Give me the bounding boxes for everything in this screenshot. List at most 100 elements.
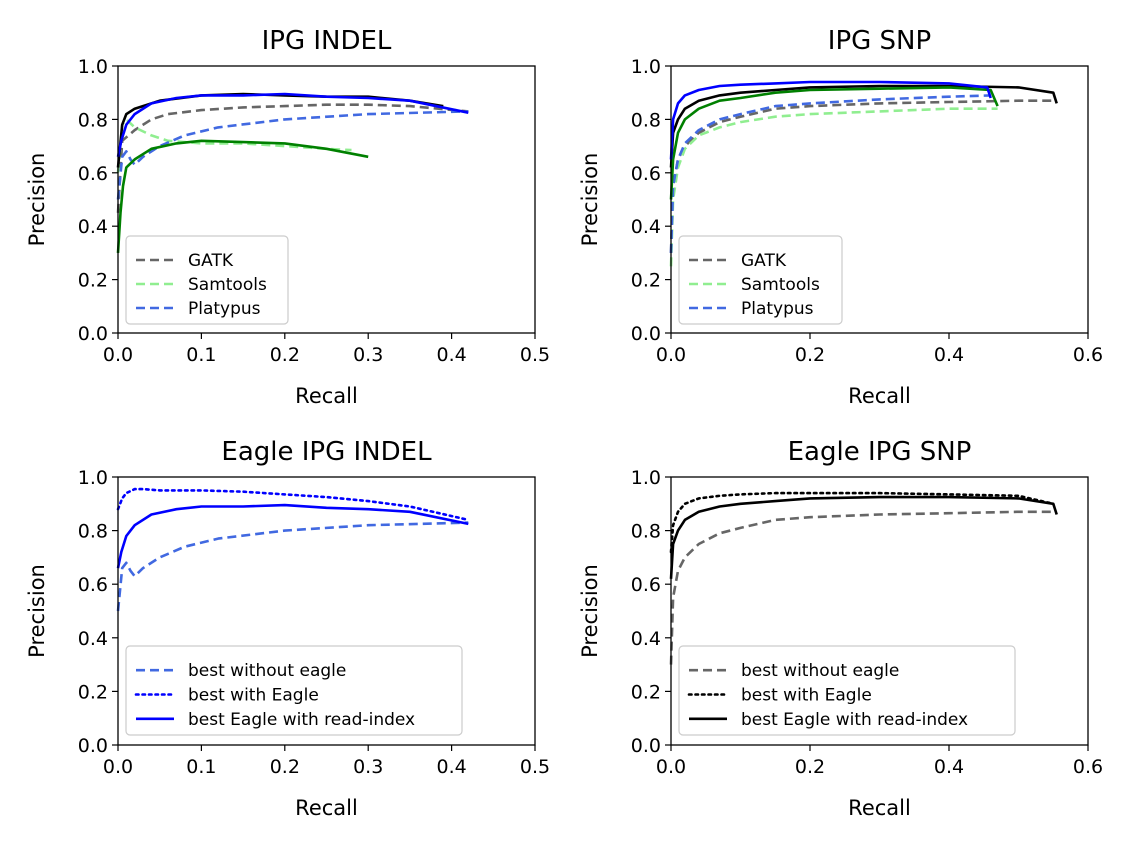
series-line-best-without-eagle <box>116 521 469 612</box>
y-tick-label: 0.4 <box>631 628 661 650</box>
y-tick-label: 0.8 <box>78 521 108 543</box>
legend: GATK Samtools Platypus <box>678 235 843 325</box>
y-axis-label: Precision <box>25 153 49 247</box>
series-line-best-with-eagle <box>669 491 1055 554</box>
chart-title: Eagle IPG INDEL <box>221 437 432 467</box>
x-tick-label: 0.4 <box>934 344 964 366</box>
series-line-best-eagle-with-read-index <box>669 495 1058 579</box>
x-tick-label: 0.1 <box>186 756 216 778</box>
legend-label: GATK <box>188 251 234 271</box>
series-line-samtools <box>669 107 998 267</box>
chart-title: Eagle IPG SNP <box>788 437 972 467</box>
y-tick-label: 1.0 <box>631 56 661 78</box>
plot-frame <box>117 65 536 334</box>
series-line-platypus-eagle <box>116 92 469 158</box>
x-axis-label: Recall <box>848 384 911 408</box>
series-line-gatk <box>116 103 469 213</box>
series-line-platypus <box>669 94 991 253</box>
y-tick-label: 1.0 <box>78 467 108 489</box>
series-line-gatk-eagle <box>669 84 1058 168</box>
x-axis-label: Recall <box>295 796 358 820</box>
plot-frame <box>670 476 1089 746</box>
x-axis-label: Recall <box>295 384 358 408</box>
legend-label: GATK <box>741 251 787 271</box>
x-tick-label: 0.0 <box>103 344 133 366</box>
legend-label: best without eagle <box>741 661 899 681</box>
series-line-samtools-eagle <box>669 86 999 200</box>
chart-ipg-snp: 0.0 0.2 0.4 0.6 0.0 0.2 0.4 0.6 0.8 1.0 IPG SNP Rec… <box>578 26 1103 408</box>
y-tick-label: 0.6 <box>631 574 661 596</box>
plot-frame <box>670 65 1089 334</box>
legend-label: best with Eagle <box>188 686 319 706</box>
x-tick-label: 0.0 <box>656 344 686 366</box>
legend-label: Samtools <box>188 275 267 295</box>
legend-label: best Eagle with read-index <box>188 710 415 730</box>
y-tick-label: 0.6 <box>631 163 661 185</box>
x-tick-label: 0.2 <box>795 756 825 778</box>
x-tick-label: 0.1 <box>186 344 216 366</box>
y-tick-label: 0.0 <box>78 735 108 757</box>
y-axis-label: Precision <box>578 564 602 658</box>
x-axis-label: Recall <box>848 796 911 820</box>
x-tick-label: 0.5 <box>520 756 550 778</box>
legend-label: best with Eagle <box>741 686 872 706</box>
x-tick-label: 0.4 <box>436 344 466 366</box>
x-tick-label: 0.5 <box>520 344 550 366</box>
y-tick-label: 0.0 <box>78 323 108 345</box>
series-line-platypus <box>116 110 469 200</box>
legend: best without eagle best with Eagle best Ea… <box>125 645 463 736</box>
y-tick-label: 1.0 <box>78 56 108 78</box>
x-tick-label: 0.4 <box>934 756 964 778</box>
chart-title: IPG INDEL <box>262 26 392 56</box>
y-tick-label: 0.4 <box>631 216 661 238</box>
chart-eagle-ipg-snp: 0.0 0.2 0.4 0.6 0.0 0.2 0.4 0.6 0.8 1.0 Eagle IPG … <box>578 437 1103 820</box>
y-tick-label: 0.8 <box>78 109 108 131</box>
legend-label: Platypus <box>741 299 814 319</box>
y-tick-label: 0.4 <box>78 216 108 238</box>
legend: GATK Samtools Platypus <box>125 235 289 325</box>
series-line-best-with-eagle <box>116 487 470 522</box>
x-tick-label: 0.6 <box>1073 344 1103 366</box>
y-tick-label: 0.2 <box>78 270 108 292</box>
chart-eagle-ipg-indel: 0.0 0.1 0.2 0.3 0.4 0.5 0.0 0.2 0.4 0.6 0.8 1.0 Eagl… <box>25 437 550 820</box>
y-tick-label: 0.6 <box>78 163 108 185</box>
series-line-best-eagle-with-read-index <box>116 503 469 569</box>
x-tick-label: 0.0 <box>103 756 133 778</box>
x-tick-label: 0.2 <box>270 344 300 366</box>
x-tick-label: 0.6 <box>1073 756 1103 778</box>
y-tick-label: 0.4 <box>78 628 108 650</box>
y-tick-label: 0.2 <box>631 681 661 703</box>
y-tick-label: 0.8 <box>631 521 661 543</box>
legend-box <box>678 645 1016 736</box>
legend-label: Samtools <box>741 275 820 295</box>
y-tick-label: 0.0 <box>631 735 661 757</box>
y-tick-label: 1.0 <box>631 467 661 489</box>
y-tick-label: 0.0 <box>631 323 661 345</box>
y-tick-label: 0.8 <box>631 109 661 131</box>
x-tick-label: 0.3 <box>353 756 383 778</box>
x-tick-label: 0.3 <box>353 344 383 366</box>
x-tick-label: 0.2 <box>795 344 825 366</box>
y-axis-label: Precision <box>25 564 49 658</box>
legend-box <box>125 645 463 736</box>
x-tick-label: 0.2 <box>270 756 300 778</box>
legend-label: best without eagle <box>188 661 346 681</box>
chart-title: IPG SNP <box>828 26 931 56</box>
series-line-platypus-eagle <box>669 80 992 160</box>
legend-label: best Eagle with read-index <box>741 710 968 730</box>
legend-box <box>125 235 289 325</box>
x-tick-label: 0.0 <box>656 756 686 778</box>
series-line-gatk <box>669 99 1057 253</box>
series-line-samtools <box>116 118 352 173</box>
y-axis-label: Precision <box>578 153 602 247</box>
y-tick-label: 0.2 <box>78 681 108 703</box>
y-tick-label: 0.2 <box>631 270 661 292</box>
chart-ipg-indel: 0.0 0.1 0.2 0.3 0.4 0.5 0.0 0.2 0.4 0.6 0.8 1.0 IPG … <box>25 26 550 408</box>
x-tick-label: 0.4 <box>436 756 466 778</box>
y-tick-label: 0.6 <box>78 574 108 596</box>
series-line-best-without-eagle <box>669 510 1057 665</box>
plot-frame <box>117 476 536 746</box>
legend: best without eagle best with Eagle best Ea… <box>678 645 1016 736</box>
series-line-samtools-eagle <box>116 139 369 253</box>
